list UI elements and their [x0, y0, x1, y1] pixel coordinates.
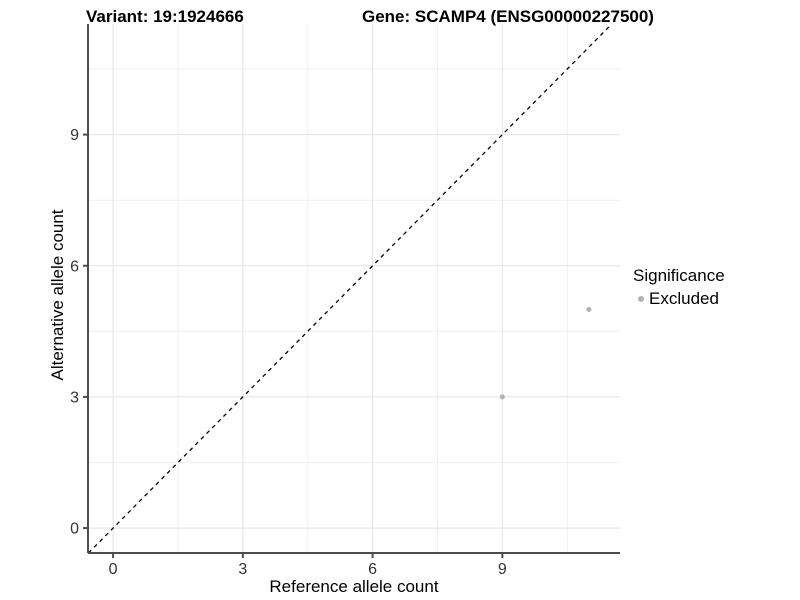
y-tick-label: 3 [70, 389, 79, 406]
plot-title-gene: Gene: SCAMP4 (ENSG00000227500) [362, 7, 654, 26]
legend-item-label: Excluded [649, 289, 719, 308]
legend-item-excluded: Excluded [633, 289, 725, 309]
y-tick-label: 6 [70, 258, 79, 275]
x-tick-label: 3 [238, 561, 247, 578]
x-tick-label: 9 [498, 561, 507, 578]
data-point [499, 394, 505, 400]
plot-title-variant: Variant: 19:1924666 [86, 7, 244, 26]
legend: Significance Excluded [633, 266, 725, 309]
x-axis-title: Reference allele count [269, 577, 439, 596]
x-tick-label: 0 [109, 561, 118, 578]
identity-line [87, 23, 613, 554]
dot-icon [638, 296, 644, 302]
legend-title: Significance [633, 266, 725, 285]
data-point [586, 306, 592, 312]
x-tick-label: 6 [368, 561, 377, 578]
y-tick-label: 0 [70, 521, 79, 538]
y-tick-label: 9 [70, 127, 79, 144]
